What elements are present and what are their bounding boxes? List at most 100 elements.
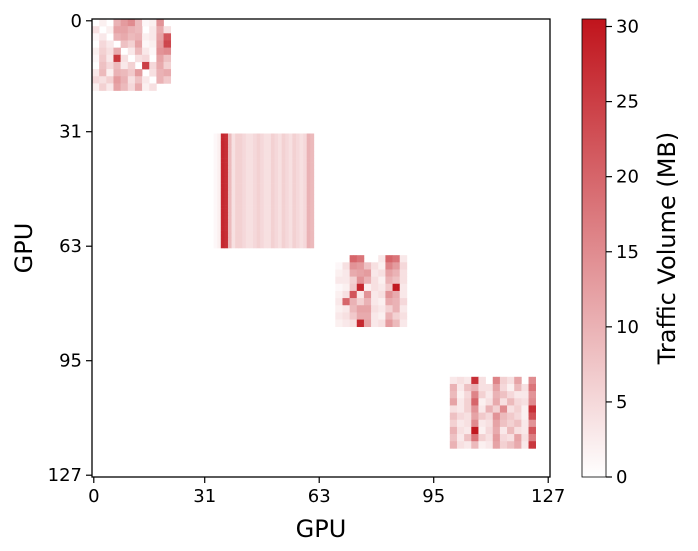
heatmap-cell bbox=[510, 437, 515, 442]
heatmap-cell bbox=[267, 144, 272, 149]
heatmap-cell bbox=[367, 323, 372, 328]
heatmap-cell bbox=[152, 72, 157, 77]
heatmap-cell bbox=[503, 423, 508, 428]
heatmap-cell bbox=[371, 273, 375, 277]
heatmap-cell bbox=[392, 308, 397, 313]
heatmap-cell bbox=[499, 416, 504, 421]
heatmap-cell bbox=[299, 147, 304, 152]
heatmap-cell bbox=[353, 262, 358, 267]
heatmap-cell bbox=[253, 183, 257, 188]
heatmap-cell bbox=[117, 76, 121, 81]
heatmap-cell bbox=[270, 144, 275, 149]
heatmap-cell bbox=[338, 301, 343, 306]
heatmap-cell bbox=[249, 144, 254, 149]
heatmap-cell bbox=[263, 233, 268, 238]
heatmap-cell bbox=[142, 76, 146, 81]
heatmap-cell bbox=[381, 265, 386, 270]
heatmap-cell bbox=[149, 26, 154, 31]
heatmap-cell bbox=[270, 180, 275, 184]
heatmap-cell bbox=[460, 416, 465, 421]
heatmap-cell bbox=[231, 212, 236, 217]
heatmap-cell bbox=[492, 423, 497, 428]
heatmap-cell bbox=[310, 205, 315, 209]
heatmap-cell bbox=[292, 172, 297, 177]
heatmap-cell bbox=[267, 176, 272, 181]
heatmap-cell bbox=[149, 36, 154, 41]
heatmap-cell bbox=[485, 394, 490, 399]
heatmap-cell bbox=[353, 312, 358, 317]
heatmap-cell bbox=[388, 276, 393, 281]
heatmap-cell bbox=[138, 58, 143, 63]
heatmap-cell bbox=[524, 391, 529, 396]
heatmap-cell bbox=[295, 215, 300, 220]
heatmap-cell bbox=[510, 391, 515, 396]
heatmap-cell bbox=[306, 147, 311, 152]
heatmap-cell bbox=[353, 290, 358, 295]
heatmap-cell bbox=[299, 244, 304, 249]
heatmap-cell bbox=[521, 434, 526, 438]
heatmap-cell bbox=[99, 47, 104, 52]
heatmap-cell bbox=[371, 280, 375, 285]
heatmap-cell bbox=[217, 197, 222, 202]
heatmap-cell bbox=[242, 219, 247, 224]
heatmap-cell bbox=[156, 40, 161, 45]
heatmap-cell bbox=[249, 187, 254, 192]
heatmap-cell bbox=[528, 419, 533, 424]
heatmap-cell bbox=[396, 323, 401, 328]
heatmap-cell bbox=[363, 265, 368, 270]
heatmap-cell bbox=[492, 430, 497, 435]
heatmap-cell bbox=[471, 412, 476, 417]
heatmap-cell bbox=[388, 294, 393, 299]
heatmap-cell bbox=[299, 180, 304, 184]
heatmap-cell bbox=[503, 412, 508, 417]
heatmap-cell bbox=[263, 208, 268, 213]
heatmap-cell bbox=[281, 144, 286, 149]
heatmap-cell bbox=[299, 233, 304, 238]
heatmap-cell bbox=[274, 222, 279, 227]
heatmap-cell bbox=[253, 237, 257, 242]
heatmap-cell bbox=[106, 58, 111, 63]
heatmap-cell bbox=[224, 237, 229, 242]
heatmap-cell bbox=[471, 401, 476, 406]
heatmap-cell bbox=[396, 276, 401, 281]
heatmap-cell bbox=[471, 441, 476, 446]
heatmap-cell bbox=[492, 387, 497, 392]
heatmap-cell bbox=[285, 137, 290, 141]
heatmap-cell bbox=[356, 308, 361, 313]
heatmap-cell bbox=[381, 315, 386, 320]
heatmap-cell bbox=[113, 79, 118, 84]
heatmap-cell bbox=[124, 26, 129, 31]
heatmap-cell bbox=[396, 315, 401, 320]
heatmap-cell bbox=[227, 197, 232, 202]
heatmap-cell bbox=[353, 269, 358, 274]
heatmap-cell bbox=[303, 197, 307, 202]
heatmap-cell bbox=[235, 219, 240, 224]
heatmap-cell bbox=[217, 137, 222, 141]
heatmap-cell bbox=[235, 172, 240, 177]
heatmap-cell bbox=[213, 208, 218, 213]
heatmap-cell bbox=[156, 26, 161, 31]
heatmap-cell bbox=[249, 194, 254, 199]
heatmap-cell bbox=[310, 187, 315, 192]
heatmap-cell bbox=[464, 380, 469, 385]
heatmap-cell bbox=[474, 398, 479, 403]
heatmap-cell bbox=[109, 44, 114, 48]
heatmap-cell bbox=[281, 140, 286, 145]
heatmap-cell bbox=[245, 205, 250, 209]
heatmap-cell bbox=[159, 40, 164, 45]
heatmap-cell bbox=[310, 154, 315, 159]
heatmap-cell bbox=[249, 162, 254, 167]
heatmap-cell bbox=[517, 423, 522, 428]
heatmap-cell bbox=[360, 305, 365, 310]
heatmap-cell bbox=[106, 83, 111, 88]
heatmap-cell bbox=[102, 40, 107, 45]
heatmap-cell bbox=[249, 133, 254, 138]
heatmap-cell bbox=[499, 387, 504, 392]
heatmap-cell bbox=[449, 380, 454, 385]
heatmap-cell bbox=[217, 165, 222, 170]
heatmap-cell bbox=[227, 215, 232, 220]
heatmap-cell bbox=[249, 154, 254, 159]
heatmap-cell bbox=[270, 190, 275, 195]
heatmap-cell bbox=[453, 409, 458, 413]
heatmap-cell bbox=[217, 183, 222, 188]
